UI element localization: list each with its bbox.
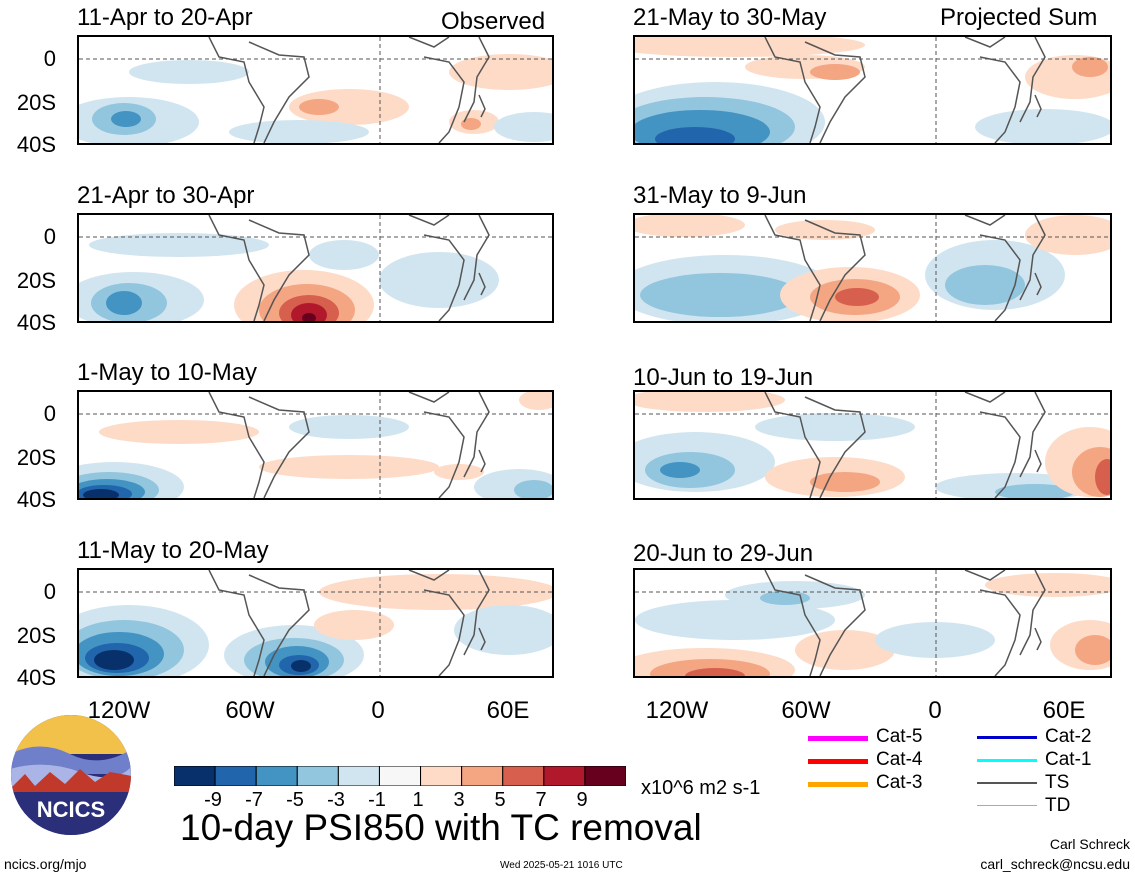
panel-title-tag: Observed [441,8,546,35]
y-tick-label: 20S [16,623,56,648]
y-tick-label: 20S [16,445,56,470]
colorbar-tick-label: 5 [494,789,506,811]
logo-text: NCICS [37,797,105,822]
continent-outline [764,37,1046,143]
colorbar-tick-label: 9 [576,789,588,811]
panel-title-date: 11-Apr to 20-Apr [77,4,253,31]
legend-swatch [977,759,1037,762]
continent-outline [208,215,490,321]
map-panel [77,568,554,678]
x-tick-label: 120W [645,697,709,724]
map-panel [77,390,554,500]
legend-label: Cat-1 [1045,749,1092,770]
anomaly-shading [79,54,552,143]
y-tick-label: 20S [16,268,56,293]
anomaly-shading [79,392,552,498]
legend-label: Cat-4 [876,749,923,770]
continent-outline [208,392,490,498]
continent-outline [764,392,1046,498]
y-tick-label: 20S [16,90,56,115]
y-tick-label: 40S [16,310,56,335]
continent-outline [764,215,1046,321]
x-tick-label: 60E [486,697,530,724]
legend-swatch [977,805,1037,806]
colorbar-units: x10^6 m2 s-1 [641,777,761,799]
continent-outline [208,37,490,143]
y-tick-label: 0 [43,401,56,426]
x-tick-label: 60W [225,697,275,724]
x-tick-label: 0 [928,697,942,724]
map-panel [633,35,1112,145]
legend-swatch [808,759,868,764]
x-tick-label: 60E [1042,697,1086,724]
colorbar-swatch [420,765,463,787]
colorbar-swatch [173,765,216,787]
panel-title-date: 11-May to 20-May [77,537,269,564]
y-tick-label: 40S [16,132,56,157]
colorbar [173,765,627,787]
x-tick-label: 0 [371,697,385,724]
legend-label: TS [1045,772,1070,793]
legend-label: Cat-5 [876,726,923,747]
main-title: 10-day PSI850 with TC removal [180,807,702,848]
anomaly-shading [635,573,1110,676]
panel-title-date: 10-Jun to 19-Jun [633,364,814,391]
colorbar-swatch [461,765,504,787]
x-tick-label: 60W [781,697,831,724]
anomaly-shading [635,215,1110,321]
colorbar-tick-label: -1 [368,789,386,811]
legend-swatch [977,736,1037,739]
x-tick-label: 120W [87,697,151,724]
colorbar-tick-label: 1 [412,789,424,811]
y-tick-label: 0 [43,46,56,71]
anomaly-shading [79,233,499,321]
y-tick-label: 0 [43,224,56,249]
continent-outline [208,570,490,676]
panel-title-date: 21-Apr to 30-Apr [77,182,255,209]
colorbar-tick-label: -5 [286,789,304,811]
panel-title-date: 21-May to 30-May [633,4,827,31]
panel-title-date: 1-May to 10-May [77,359,258,386]
colorbar-swatch [502,765,545,787]
map-panel [633,213,1112,323]
colorbar-tick-label: 7 [535,789,547,811]
colorbar-swatch [543,765,586,787]
legend-label: TD [1045,795,1071,816]
anomaly-shading [635,37,1110,143]
y-tick-label: 40S [16,487,56,512]
legend-swatch [977,782,1037,784]
legend-label: Cat-3 [876,772,923,793]
footer-site-link[interactable]: ncics.org/mjo [4,856,87,872]
colorbar-swatch [337,765,380,787]
y-tick-label: 0 [43,579,56,604]
colorbar-swatch [255,765,298,787]
colorbar-tick-label: 3 [453,789,465,811]
panel-title-date: 20-Jun to 29-Jun [633,540,814,567]
legend-swatch [808,782,868,787]
continent-outline [764,570,1046,676]
anomaly-shading [79,574,552,676]
footer-timestamp: Wed 2025-05-21 1016 UTC [500,860,623,871]
map-panel [633,568,1112,678]
footer-email[interactable]: carl_schreck@ncsu.edu [980,856,1130,872]
footer-author: Carl Schreck [1049,836,1130,852]
legend-label: Cat-2 [1045,726,1092,747]
legend-swatch [808,736,868,741]
colorbar-swatch [378,765,422,787]
colorbar-swatch [296,765,339,787]
panel-title-date: 31-May to 9-Jun [633,182,807,209]
colorbar-tick-label: -9 [204,789,222,811]
y-tick-label: 40S [16,665,56,690]
map-panel [77,213,554,323]
map-panel [633,390,1112,500]
ncics-logo: NCICS [10,714,132,836]
panel-title-tag: Projected Sum [940,4,1098,31]
colorbar-tick-label: -3 [327,789,345,811]
map-panel [77,35,554,145]
colorbar-swatch [584,765,627,787]
colorbar-swatch [214,765,257,787]
anomaly-shading [635,392,1110,498]
colorbar-tick-label: -7 [245,789,263,811]
